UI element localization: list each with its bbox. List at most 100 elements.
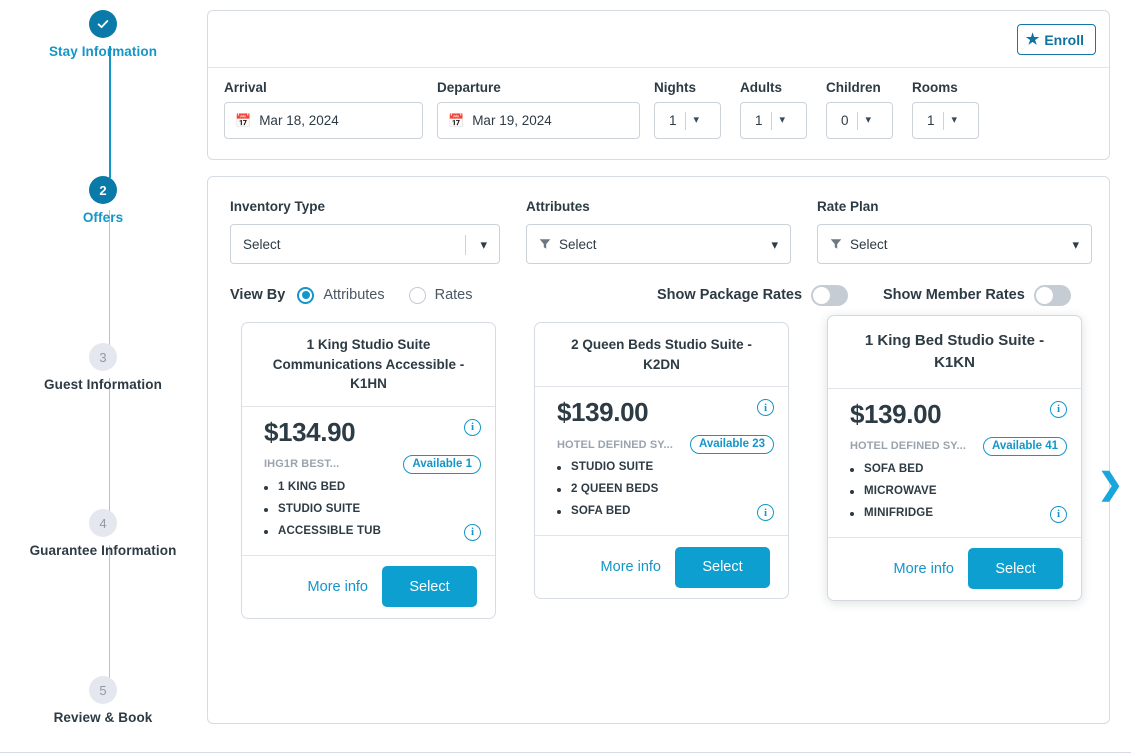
show-member-rates-group: Show Member Rates bbox=[883, 284, 1071, 306]
select-offer-button[interactable]: Select bbox=[382, 566, 477, 608]
chevron-down-icon: ▾ bbox=[693, 114, 700, 126]
nights-select[interactable]: 1 ▾ bbox=[654, 102, 721, 139]
step-marker-3: 3 bbox=[89, 343, 117, 371]
adults-label: Adults bbox=[740, 80, 782, 95]
offer-card[interactable]: 1 King Studio Suite Communications Acces… bbox=[241, 322, 496, 619]
attributes-info-icon[interactable]: i bbox=[464, 523, 481, 541]
filter-icon bbox=[539, 238, 551, 250]
rooms-select[interactable]: 1 ▾ bbox=[912, 102, 979, 139]
inventory-type-label: Inventory Type bbox=[230, 199, 326, 214]
enroll-row: ★ Enroll bbox=[208, 11, 1109, 68]
rate-plan-filter: Rate Plan Select ▾ bbox=[817, 199, 1092, 264]
radio-attributes[interactable] bbox=[297, 286, 315, 304]
stepper-connector-2 bbox=[109, 210, 110, 345]
offer-cards-carousel: 1 King Studio Suite Communications Acces… bbox=[208, 315, 1123, 622]
chevron-down-icon: ▾ bbox=[951, 114, 958, 126]
attributes-info-icon[interactable]: i bbox=[1050, 505, 1067, 523]
show-package-rates-toggle[interactable] bbox=[811, 284, 849, 306]
inventory-type-filter: Inventory Type Select ▾ bbox=[230, 199, 500, 264]
view-by-row: View By Attributes Rates Show Package Ra… bbox=[208, 282, 1109, 308]
attribute-list: STUDIO SUITE 2 QUEEN BEDS SOFA BED bbox=[557, 461, 774, 517]
offer-card[interactable]: 2 Queen Beds Studio Suite - K2DN $139.00… bbox=[534, 322, 789, 600]
chevron-down-icon: ▾ bbox=[779, 114, 786, 126]
offer-price: $134.90 bbox=[264, 416, 356, 447]
offer-card-actions: More info Select bbox=[242, 554, 495, 618]
price-row: $139.00 i bbox=[557, 399, 774, 425]
select-offer-button[interactable]: Select bbox=[968, 548, 1063, 589]
star-icon: ★ bbox=[1025, 31, 1040, 48]
carousel-next-icon[interactable]: ❯ bbox=[1097, 468, 1123, 501]
adults-field: Adults 1 ▾ bbox=[740, 80, 826, 139]
select-offer-button[interactable]: Select bbox=[675, 546, 770, 588]
more-info-button[interactable]: More info bbox=[893, 560, 954, 577]
offer-card-actions: More info Select bbox=[828, 536, 1081, 600]
view-by-option-rates[interactable]: Rates bbox=[408, 286, 473, 304]
rooms-field: Rooms 1 ▾ bbox=[912, 80, 998, 139]
price-row: $139.00 i bbox=[850, 400, 1067, 427]
nights-field: Nights 1 ▾ bbox=[654, 80, 740, 139]
attribute-list: SOFA BED MICROWAVE MINIFRIDGE bbox=[850, 463, 1067, 519]
price-info-icon[interactable]: i bbox=[1050, 400, 1067, 418]
chevron-down-icon: ▾ bbox=[865, 114, 872, 126]
list-item: MINIFRIDGE bbox=[850, 507, 1067, 519]
more-info-button[interactable]: More info bbox=[307, 578, 368, 595]
attributes-value: Select bbox=[559, 236, 597, 252]
children-select[interactable]: 0 ▾ bbox=[826, 102, 893, 139]
rate-plan-name: IHG1R BEST... bbox=[264, 458, 340, 471]
sidebar-step-guarantee-information[interactable]: 4 Guarantee Information bbox=[0, 509, 206, 558]
price-row: $134.90 i bbox=[264, 416, 481, 447]
departure-field: Departure 📅 Mar 19, 2024 bbox=[437, 80, 654, 139]
show-member-rates-toggle[interactable] bbox=[1033, 284, 1071, 306]
inventory-type-select[interactable]: Select ▾ bbox=[230, 224, 500, 264]
attribute-list: 1 KING BED STUDIO SUITE ACCESSIBLE TUB bbox=[264, 481, 481, 537]
offer-card-title: 1 King Bed Studio Suite - K1KN bbox=[828, 316, 1081, 389]
stepper-connector-4 bbox=[109, 545, 110, 678]
step-marker-1 bbox=[89, 10, 117, 38]
departure-label: Departure bbox=[437, 80, 501, 95]
children-value: 0 bbox=[841, 113, 849, 128]
toggle-knob bbox=[813, 286, 831, 304]
show-package-rates-group: Show Package Rates bbox=[657, 284, 849, 306]
divider bbox=[856, 111, 858, 130]
toggle-knob bbox=[1035, 286, 1053, 304]
sidebar-step-offers[interactable]: 2 Offers bbox=[0, 176, 206, 225]
list-item: 2 QUEEN BEDS bbox=[557, 483, 774, 495]
offer-price: $139.00 bbox=[557, 397, 649, 428]
arrival-label: Arrival bbox=[224, 80, 267, 95]
sidebar-step-guest-information[interactable]: 3 Guest Information bbox=[0, 343, 206, 392]
sidebar-step-stay-information[interactable]: Stay Information bbox=[0, 10, 206, 59]
stepper-connector-1 bbox=[109, 46, 111, 178]
list-item: STUDIO SUITE bbox=[264, 503, 481, 515]
view-by-label: View By bbox=[230, 287, 286, 303]
sidebar-step-review-and-book[interactable]: 5 Review & Book bbox=[0, 676, 206, 725]
rooms-label: Rooms bbox=[912, 80, 958, 95]
children-field: Children 0 ▾ bbox=[826, 80, 912, 139]
divider bbox=[684, 111, 686, 130]
enroll-button[interactable]: ★ Enroll bbox=[1016, 24, 1096, 55]
price-info-icon[interactable]: i bbox=[464, 418, 481, 436]
attributes-select[interactable]: Select ▾ bbox=[526, 224, 791, 264]
check-icon bbox=[97, 20, 109, 29]
view-by-rates-label: Rates bbox=[434, 287, 473, 303]
arrival-date-input[interactable]: 📅 Mar 18, 2024 bbox=[224, 102, 423, 139]
more-info-button[interactable]: More info bbox=[600, 559, 661, 576]
rate-plan-select[interactable]: Select ▾ bbox=[817, 224, 1092, 264]
view-by-option-attributes[interactable]: Attributes bbox=[297, 286, 385, 304]
rooms-value: 1 bbox=[927, 113, 935, 128]
arrival-field: Arrival 📅 Mar 18, 2024 bbox=[224, 80, 437, 139]
list-item: SOFA BED bbox=[557, 505, 774, 517]
adults-select[interactable]: 1 ▾ bbox=[740, 102, 807, 139]
nights-value: 1 bbox=[669, 113, 677, 128]
availability-badge: Available 41 bbox=[982, 436, 1067, 456]
offer-card[interactable]: 1 King Bed Studio Suite - K1KN $139.00 i… bbox=[827, 315, 1082, 601]
price-info-icon[interactable]: i bbox=[757, 399, 774, 417]
departure-date-input[interactable]: 📅 Mar 19, 2024 bbox=[437, 102, 640, 139]
calendar-icon: 📅 bbox=[235, 113, 252, 128]
list-item: STUDIO SUITE bbox=[557, 461, 774, 473]
offer-card-title: 1 King Studio Suite Communications Acces… bbox=[242, 323, 495, 407]
radio-rates[interactable] bbox=[408, 286, 426, 304]
rate-row: IHG1R BEST... Available 1 bbox=[264, 454, 481, 474]
attributes-info-icon[interactable]: i bbox=[757, 504, 774, 522]
offer-card-body: $139.00 i HOTEL DEFINED SY... Available … bbox=[535, 387, 788, 535]
step-label-5: Review & Book bbox=[53, 710, 153, 725]
